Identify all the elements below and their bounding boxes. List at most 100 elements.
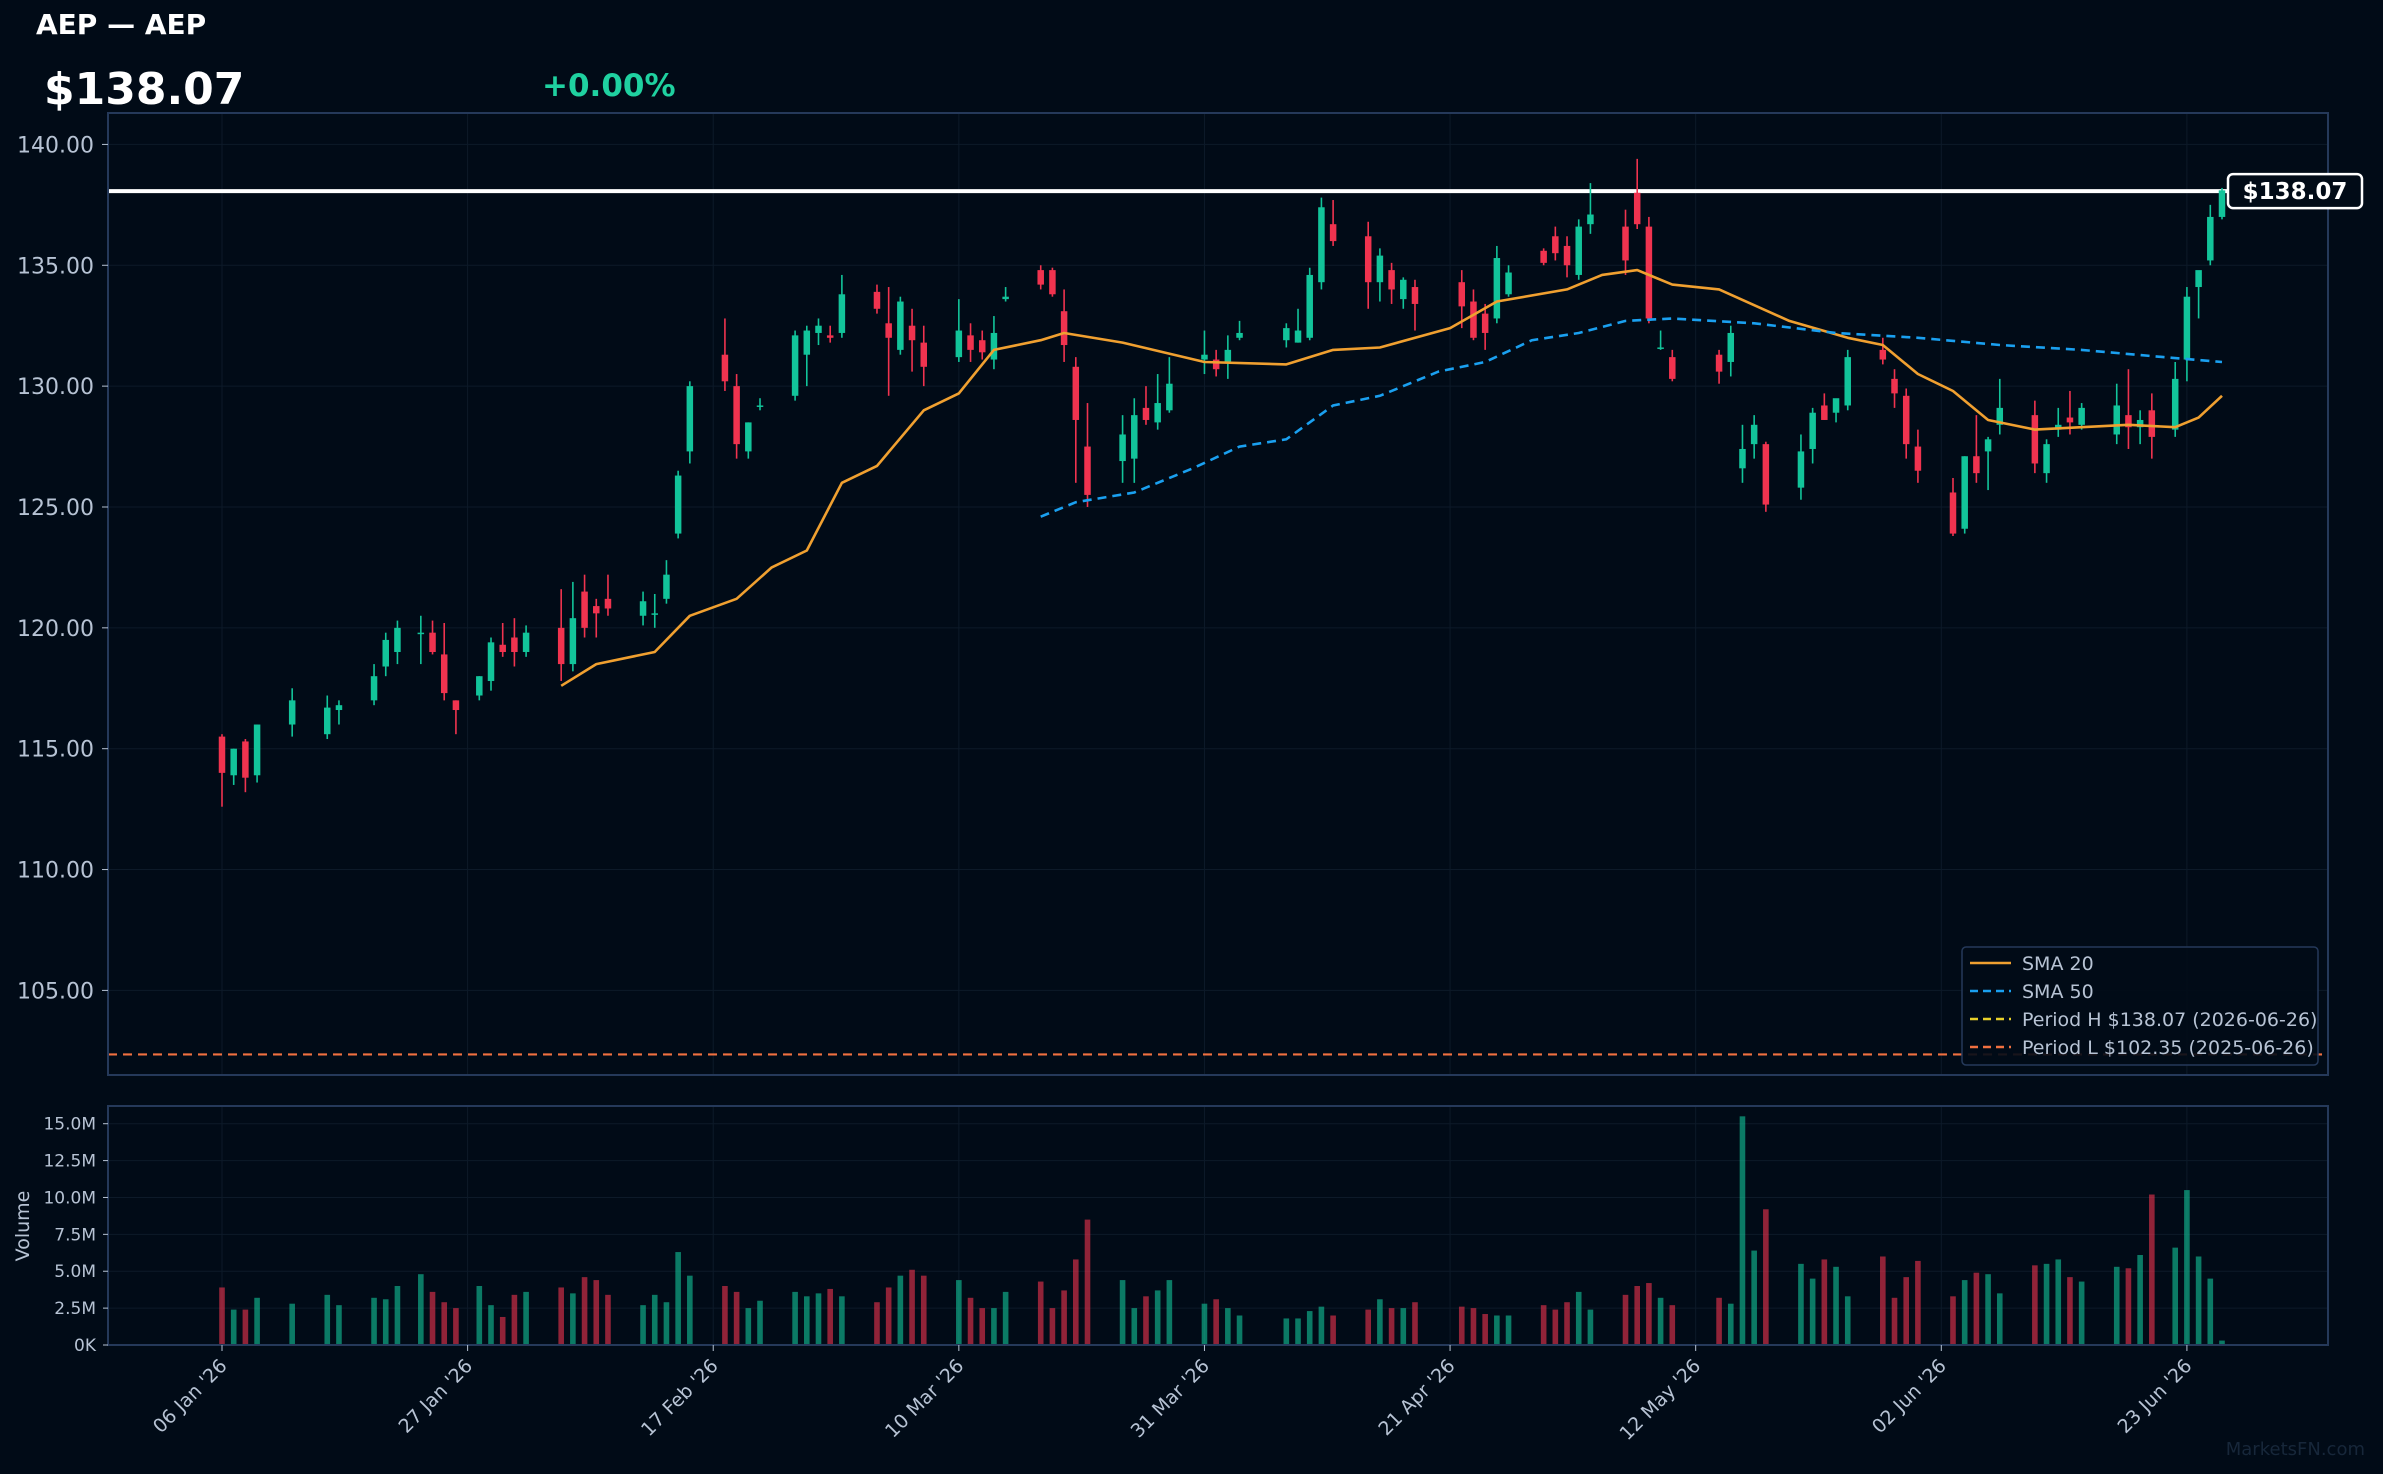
candle-body	[2078, 407, 2085, 425]
volume-bar	[394, 1285, 401, 1345]
volume-bar	[1154, 1290, 1161, 1345]
volume-bar	[1318, 1306, 1325, 1345]
volume-bar	[511, 1294, 518, 1345]
candle-body	[1119, 434, 1126, 462]
candle-body	[1470, 301, 1477, 338]
candle-body	[1622, 226, 1629, 261]
current-price-tag: $138.07	[2226, 172, 2364, 210]
candle-body	[1821, 405, 1828, 420]
volume-bar	[991, 1308, 997, 1345]
candle-body	[803, 330, 811, 355]
volume-bar	[1470, 1308, 1477, 1345]
volume-bar	[1669, 1305, 1676, 1345]
volume-bar	[1798, 1263, 1804, 1345]
volume-bar	[1225, 1308, 1231, 1345]
candle-body	[2171, 378, 2179, 430]
volume-bar	[1575, 1291, 1582, 1345]
volume-bar	[1458, 1306, 1465, 1345]
legend-label: SMA 50	[2022, 981, 2094, 1003]
candle-body	[1575, 226, 1582, 275]
volume-bar	[499, 1316, 506, 1345]
volume-bar	[1716, 1297, 1722, 1345]
candle-body	[1411, 287, 1419, 304]
volume-bar	[827, 1288, 833, 1345]
candle-body	[978, 340, 986, 353]
price-axis: 105.00 110.00 115.00 120.00 125.00 130.00 135.…	[17, 133, 108, 1004]
volume-bar	[2172, 1247, 2179, 1345]
volume-bar	[429, 1291, 436, 1345]
volume-bar	[1400, 1308, 1407, 1345]
price-grid	[108, 113, 2328, 1075]
candle-body	[440, 654, 448, 694]
candle-body	[1657, 347, 1664, 349]
volume-bar	[1330, 1315, 1336, 1345]
candle-body	[1762, 444, 1770, 505]
sma-lines	[560, 268, 2223, 687]
date-tick-label: 17 Feb '26	[637, 1355, 723, 1441]
candle-body	[324, 707, 331, 735]
date-tick-label: 27 Jan '26	[394, 1355, 477, 1438]
volume-bar	[1996, 1293, 2003, 1345]
volume-bar	[219, 1287, 225, 1345]
price-tick-label: 130.00	[17, 375, 94, 400]
volume-bar	[523, 1291, 529, 1345]
volume-bar	[2219, 1340, 2225, 1345]
volume-bar	[453, 1308, 459, 1345]
candle-body	[335, 705, 343, 711]
volume-bar	[1961, 1280, 1968, 1345]
volume-bar	[1037, 1281, 1044, 1345]
volume-bar	[722, 1285, 728, 1345]
volume-bar	[242, 1309, 249, 1345]
candle-body	[1879, 349, 1887, 360]
candle-body	[2125, 415, 2132, 428]
volume-bar	[336, 1305, 342, 1345]
volume-bar	[1821, 1259, 1828, 1345]
volume-bar	[441, 1302, 448, 1345]
legend-label: SMA 20	[2022, 953, 2094, 975]
candle-body	[955, 330, 963, 358]
candle-body	[1739, 448, 1746, 469]
volume-bar	[1306, 1311, 1313, 1345]
candle-body	[1481, 313, 1489, 333]
candle-body	[487, 642, 495, 682]
candle-body	[1364, 236, 1372, 283]
volume-bar	[1646, 1283, 1652, 1345]
candle-body	[651, 613, 658, 615]
candle-body	[1891, 378, 1898, 394]
candle-body	[1294, 330, 1302, 343]
candle-body	[1914, 446, 1922, 471]
candle-body	[721, 354, 729, 382]
volume-bar	[2207, 1278, 2214, 1345]
volume-bar	[1084, 1219, 1091, 1345]
candle-body	[967, 335, 974, 350]
candle-body	[1060, 311, 1068, 346]
candle-body	[581, 591, 588, 628]
volume-bar	[2078, 1281, 2085, 1345]
candle-body	[663, 574, 670, 599]
candle-body	[1400, 279, 1407, 300]
candle-body	[1236, 332, 1243, 338]
candle-body	[2195, 270, 2202, 288]
volume-bar	[1564, 1302, 1570, 1345]
volume-bar	[593, 1280, 600, 1345]
volume-bar	[2032, 1265, 2038, 1345]
volume-bar	[651, 1294, 658, 1345]
volume-tick-label: 0K	[74, 1336, 97, 1356]
volume-bar	[2055, 1259, 2062, 1345]
candle-body	[1505, 272, 1512, 295]
volume-bar	[745, 1308, 752, 1345]
candle-body	[1832, 398, 1840, 413]
volume-bar	[663, 1302, 670, 1345]
volume-bar	[1891, 1297, 1898, 1345]
volume-bar	[1903, 1277, 1910, 1345]
volume-bar	[792, 1291, 798, 1345]
volume-bar	[687, 1275, 693, 1345]
candle-body	[1154, 403, 1161, 423]
candle-body	[885, 323, 892, 338]
volume-bar	[2137, 1255, 2143, 1345]
period-lines	[108, 189, 2328, 1056]
current-price: $138.07	[44, 64, 245, 115]
volume-bar	[1061, 1290, 1067, 1345]
candle-body	[2043, 444, 2050, 474]
candle-body	[253, 724, 261, 776]
